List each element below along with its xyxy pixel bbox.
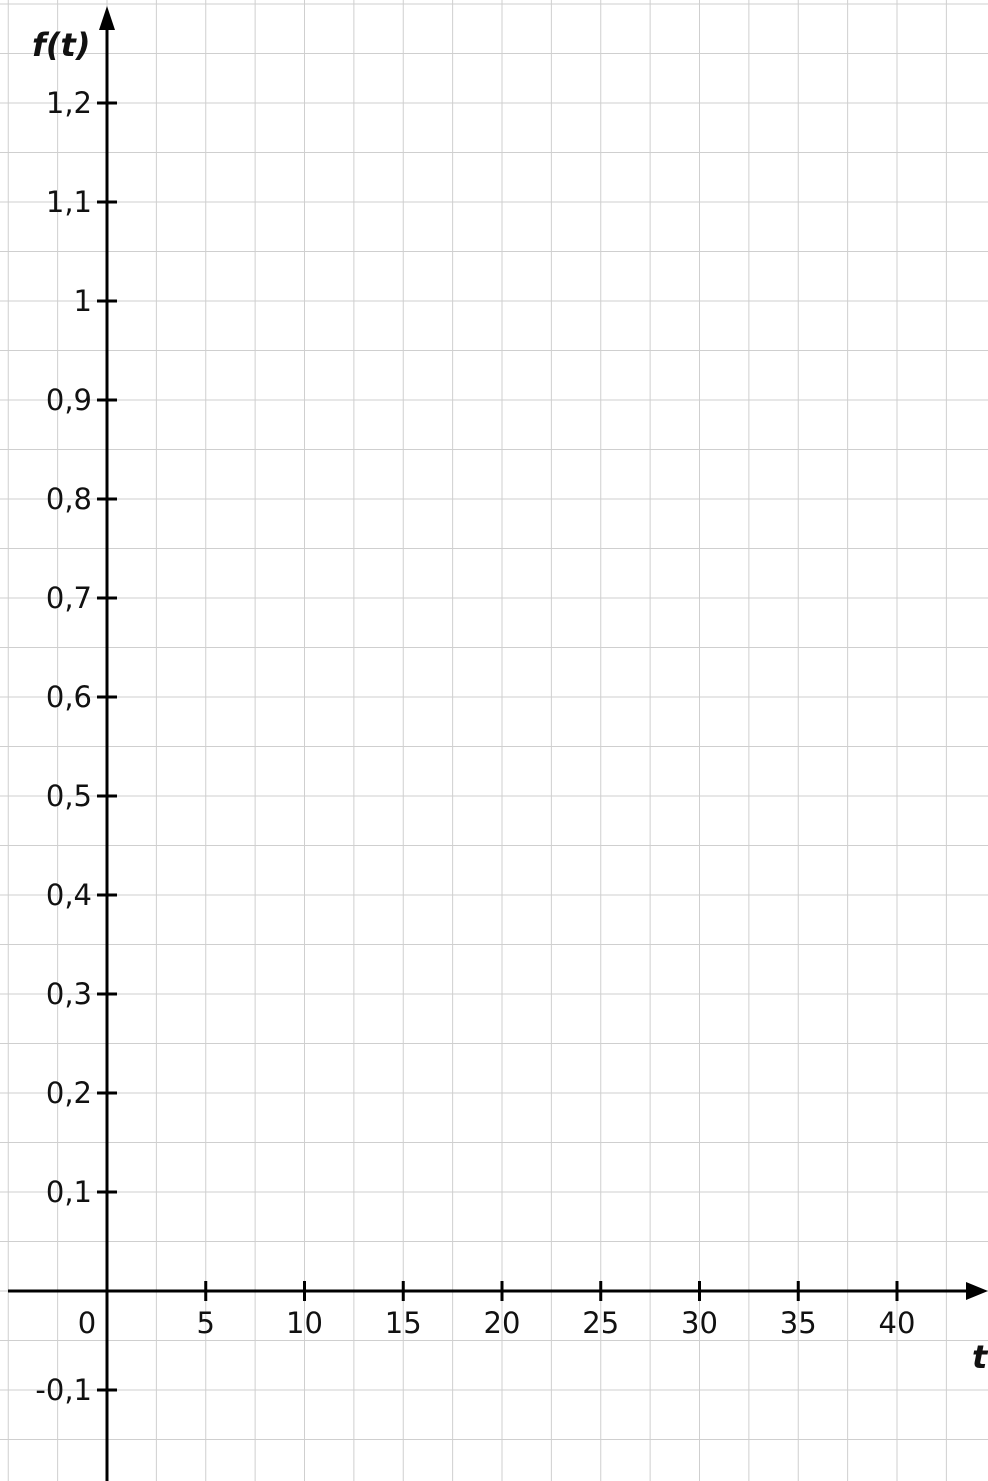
y-tick-label: 0,9: [46, 383, 92, 417]
x-tick-label: 5: [197, 1306, 215, 1340]
axes: [8, 6, 988, 1481]
y-tick-label: 1,2: [46, 86, 92, 120]
y-tick-label: 1: [74, 284, 92, 318]
x-tick-label: 30: [681, 1306, 718, 1340]
y-axis-arrow-icon: [99, 6, 115, 30]
x-tick-label: 0: [78, 1306, 96, 1340]
tick-labels: 0 5 10 15 20 25 30 35 40 1,2 1,1 1 0,9 0,8 0,7 0,6 0,5 0,…: [35, 86, 915, 1407]
y-tick-label: 0,7: [46, 581, 92, 615]
x-tick-label: 25: [582, 1306, 619, 1340]
x-axis-arrow-icon: [966, 1282, 988, 1300]
y-tick-label: 0,2: [46, 1076, 92, 1110]
x-axis-title: t: [972, 1338, 988, 1376]
y-tick-label: -0,1: [35, 1373, 92, 1407]
x-tick-label: 10: [286, 1306, 323, 1340]
y-tick-label: 0,8: [46, 482, 92, 516]
ticks: [97, 101, 899, 1392]
y-tick-label: 0,6: [46, 680, 92, 714]
x-tick-label: 15: [385, 1306, 422, 1340]
y-tick-label: 1,1: [46, 185, 92, 219]
y-tick-label: 0,3: [46, 977, 92, 1011]
y-tick-label: 0,5: [46, 779, 92, 813]
x-tick-label: 40: [879, 1306, 916, 1340]
x-tick-label: 35: [780, 1306, 817, 1340]
y-axis-title: f(t): [32, 26, 90, 64]
x-tick-label: 20: [484, 1306, 521, 1340]
y-tick-label: 0,4: [46, 878, 92, 912]
y-tick-label: 0,1: [46, 1175, 92, 1209]
